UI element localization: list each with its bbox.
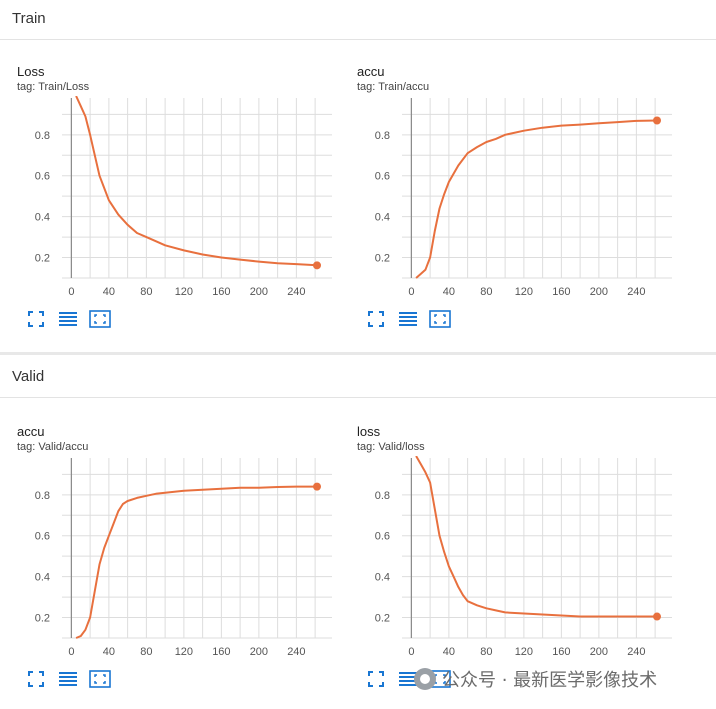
toggle-log-scale-icon [59,312,77,326]
x-tick-label: 160 [212,646,230,658]
y-tick-label: 0.8 [375,490,390,502]
chart-title: loss [357,424,381,439]
toggle-log-scale-icon [399,312,417,326]
y-tick-label: 0.6 [35,171,50,183]
fit-domain-button[interactable] [88,308,112,330]
fit-domain-icon [429,310,451,328]
toggle-log-scale-button[interactable] [56,308,80,330]
y-tick-label: 0.8 [375,130,390,142]
toggle-log-scale-button[interactable] [396,308,420,330]
y-tick-label: 0.2 [35,613,50,625]
x-tick-label: 40 [443,286,455,298]
toggle-log-scale-button[interactable] [396,668,420,690]
x-tick-label: 80 [140,286,152,298]
toggle-log-scale-icon [59,672,77,686]
y-tick-label: 0.4 [375,212,390,224]
x-tick-label: 240 [627,646,645,658]
last-point-marker [653,612,661,621]
y-tick-label: 0.4 [35,212,50,224]
x-tick-label: 40 [103,646,115,658]
chart-card-train-accu: accu tag: Train/accu 0.2 0.4 0.6 0.8 0 40 80 12… [352,50,692,340]
chart-title: Loss [17,64,45,79]
chart-tag: tag: Train/accu [357,81,430,93]
y-tick-label: 0.6 [375,531,390,543]
x-tick-label: 240 [287,286,305,298]
wechat-logo-icon [414,668,436,690]
section-title: Train [12,10,46,27]
line-chart[interactable]: 0.2 0.4 0.6 0.8 0 40 80 120 160 200 240 [352,450,682,665]
fullscreen-icon [368,311,384,327]
x-tick-label: 120 [515,286,533,298]
x-tick-label: 80 [480,286,492,298]
chart-title: accu [357,64,385,79]
x-tick-label: 200 [250,286,268,298]
y-tick-label: 0.2 [375,253,390,265]
x-tick-label: 80 [140,646,152,658]
x-tick-label: 0 [68,646,74,658]
chart-card-valid-loss: loss tag: Valid/loss 0.2 0.4 0.6 0.8 0 40 80 12… [352,410,692,700]
y-tick-label: 0.8 [35,130,50,142]
chart-card-train-loss: Loss tag: Train/Loss 0.2 0.4 0.6 0.8 0 40 80 12… [12,50,352,340]
y-tick-label: 0.2 [35,253,50,265]
fit-domain-icon [89,310,111,328]
x-tick-label: 0 [408,646,414,658]
x-tick-label: 160 [552,646,570,658]
y-tick-label: 0.8 [35,490,50,502]
fullscreen-icon [28,671,44,687]
last-point-marker [653,116,661,125]
section-title: Valid [12,368,45,385]
section-header-valid[interactable]: Valid [0,358,716,398]
x-tick-label: 240 [287,646,305,658]
fit-domain-button[interactable] [88,668,112,690]
y-tick-label: 0.6 [375,171,390,183]
chart-tag: tag: Train/Loss [17,81,90,93]
y-tick-label: 0.6 [35,531,50,543]
x-tick-label: 120 [175,286,193,298]
x-tick-label: 120 [515,646,533,658]
x-tick-label: 120 [175,646,193,658]
y-tick-label: 0.2 [375,613,390,625]
last-point-marker [313,482,321,491]
section-header-train[interactable]: Train [0,0,716,40]
last-point-marker [313,261,321,270]
y-tick-label: 0.4 [35,572,50,584]
fit-domain-button[interactable] [428,308,452,330]
x-tick-label: 200 [250,646,268,658]
series-line [415,456,657,618]
fullscreen-button[interactable] [24,668,48,690]
x-tick-label: 0 [408,286,414,298]
fullscreen-button[interactable] [364,668,388,690]
chart-title: accu [17,424,45,439]
series-line [75,96,318,267]
x-tick-label: 200 [590,286,608,298]
x-tick-label: 200 [590,646,608,658]
watermark: 公众号 · 最新医学影像技术 [414,667,657,691]
watermark-text: 公众号 · 最新医学影像技术 [442,670,658,691]
fit-domain-icon [89,670,111,688]
x-tick-label: 160 [212,286,230,298]
fullscreen-button[interactable] [364,308,388,330]
chart-tag: tag: Valid/accu [17,441,89,453]
line-chart[interactable]: 0.2 0.4 0.6 0.8 0 40 80 120 160 200 240 [12,450,342,665]
section-divider [0,352,716,355]
fullscreen-icon [368,671,384,687]
chart-card-valid-accu: accu tag: Valid/accu 0.2 0.4 0.6 0.8 0 40 80 12… [12,410,352,700]
x-tick-label: 0 [68,286,74,298]
fullscreen-button[interactable] [24,308,48,330]
x-tick-label: 240 [627,286,645,298]
x-tick-label: 80 [480,646,492,658]
chart-tag: tag: Valid/loss [357,441,425,453]
x-tick-label: 40 [103,286,115,298]
toggle-log-scale-button[interactable] [56,668,80,690]
series-line [415,119,658,279]
series-line [75,485,317,639]
line-chart[interactable]: 0.2 0.4 0.6 0.8 0 40 80 120 160 200 240 [352,90,682,305]
toggle-log-scale-icon [399,672,417,686]
line-chart[interactable]: 0.2 0.4 0.6 0.8 0 40 80 120 160 200 240 [12,90,342,305]
fullscreen-icon [28,311,44,327]
x-tick-label: 40 [443,646,455,658]
x-tick-label: 160 [552,286,570,298]
y-tick-label: 0.4 [375,572,390,584]
